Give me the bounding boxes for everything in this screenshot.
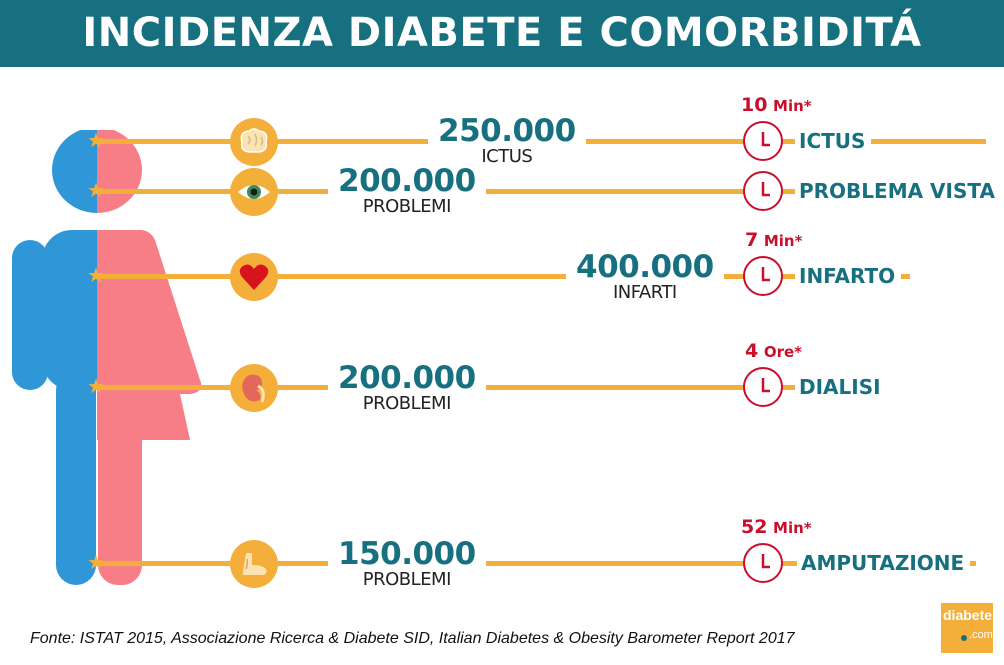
stat-label: PROBLEMI [362, 569, 452, 590]
brain-icon [230, 118, 278, 166]
time-label: 4 Ore* [745, 340, 802, 362]
stat-infarto: 400.000 INFARTI [566, 251, 724, 303]
logo-dot-icon [961, 635, 967, 641]
condition-label: PROBLEMA VISTA [795, 178, 1001, 204]
stat-label: ICTUS [481, 146, 533, 167]
clock-icon [743, 367, 783, 407]
human-figure-icon [12, 130, 202, 585]
time-label: 52 Min* [741, 516, 812, 538]
kidney-icon [230, 364, 278, 412]
clock-icon [743, 543, 783, 583]
stat-number: 150.000 [338, 536, 476, 572]
stat-label: PROBLEMI [362, 393, 452, 414]
star-icon: ★ [87, 376, 105, 398]
star-icon: ★ [87, 265, 105, 287]
time-label: 10 Min* [741, 94, 812, 116]
clock-icon [743, 121, 783, 161]
stat-number: 250.000 [438, 113, 576, 149]
star-icon: ★ [87, 180, 105, 202]
stat-dialisi: 200.000 PROBLEMI [328, 362, 486, 414]
stat-label: INFARTI [612, 282, 677, 303]
connector-line [96, 189, 990, 194]
condition-label: AMPUTAZIONE [797, 550, 971, 576]
source-footnote: Fonte: ISTAT 2015, Associazione Ricerca … [30, 630, 795, 647]
heart-icon [230, 253, 278, 301]
condition-label: ICTUS [795, 128, 872, 154]
star-icon: ★ [87, 130, 105, 152]
time-label: 7 Min* [745, 229, 803, 251]
page-title: INCIDENZA DIABETE E COMORBIDITÁ [82, 10, 922, 56]
logo-text: diabete [943, 607, 993, 623]
condition-label: INFARTO [795, 263, 902, 289]
eye-icon [230, 168, 278, 216]
stat-vista: 200.000 PROBLEMI [328, 165, 486, 217]
clock-icon [743, 171, 783, 211]
stat-number: 400.000 [576, 249, 714, 285]
stat-amputazione: 150.000 PROBLEMI [328, 538, 486, 590]
header-banner: INCIDENZA DIABETE E COMORBIDITÁ [0, 0, 1004, 67]
stat-number: 200.000 [338, 163, 476, 199]
stat-label: PROBLEMI [362, 196, 452, 217]
foot-icon [230, 540, 278, 588]
clock-icon [743, 256, 783, 296]
star-icon: ★ [87, 552, 105, 574]
logo-suffix: .com [969, 629, 993, 641]
stat-ictus: 250.000 ICTUS [428, 115, 586, 167]
diabete-logo[interactable]: diabete .com [941, 603, 993, 653]
connector-line [96, 274, 910, 279]
connector-line [96, 561, 976, 566]
stat-number: 200.000 [338, 360, 476, 396]
condition-label: DIALISI [795, 374, 887, 400]
connector-line [96, 385, 886, 390]
